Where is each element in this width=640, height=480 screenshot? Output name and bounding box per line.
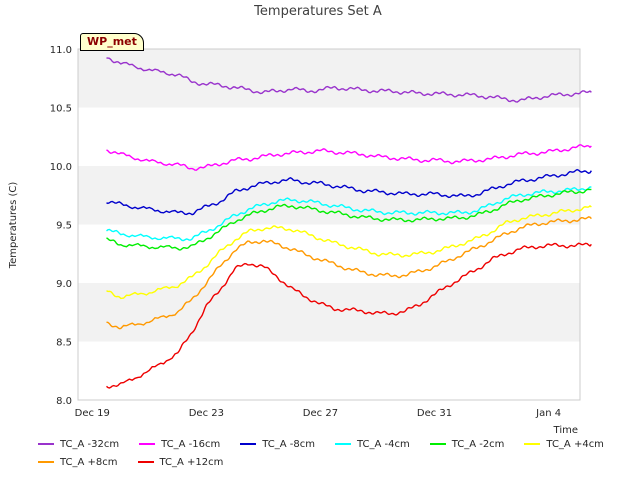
legend-label: TC_A -16cm [161,438,221,450]
series-line [106,186,592,242]
legend-label: TC_A -32cm [60,438,120,450]
legend-swatch [38,443,54,445]
grid-band [78,166,580,225]
legend-row-2: TC_A +8cm TC_A +12cm [38,453,628,471]
grid-band [78,49,580,108]
site-badge: WP_met [80,33,144,51]
grid-band [78,224,580,283]
legend-item: TC_A -2cm [429,438,505,450]
y-tick-label: 9.0 [56,279,72,290]
grid-band [78,341,580,400]
series-line [106,205,592,300]
series-line [106,143,592,171]
legend-label: TC_A -2cm [451,438,505,450]
legend-label: TC_A -4cm [356,438,410,450]
legend: TC_A -32cm TC_A -16cm TC_A -8cm TC_A -4cm TC… [38,435,628,471]
legend-swatch [240,443,257,445]
y-tick-label: 10.5 [50,104,72,115]
legend-item: TC_A -8cm [240,439,315,450]
plot-area-frame [77,48,581,401]
legend-row-1: TC_A -32cm TC_A -16cm TC_A -8cm TC_A -4cm TC… [38,435,628,453]
y-axis-label: Temperatures (C) [8,182,19,270]
x-tick-labels: Dec 19 Dec 23 Dec 27 Dec 31 Jan 4 [75,408,561,419]
legend-swatch [137,461,154,463]
legend-swatch [524,443,541,445]
legend-swatch [139,443,156,445]
y-tick-label: 8.0 [56,396,72,407]
legend-item: TC_A +12cm [137,456,224,468]
y-tick-label: 11.0 [50,45,72,56]
legend-item: TC_A -32cm [38,439,119,450]
y-tick-label: 10.0 [50,162,72,173]
legend-swatch [38,461,54,463]
legend-swatch [429,443,446,445]
x-axis-label: Time [553,425,578,436]
legend-item: TC_A +8cm [38,457,118,468]
series-line [106,168,592,216]
x-tick-label: Jan 4 [535,408,561,419]
y-tick-labels: 8.0 8.5 9.0 9.5 10.0 10.5 11.0 [50,45,72,407]
x-tick-label: Dec 27 [303,408,338,419]
legend-item: TC_A -16cm [139,439,220,450]
chart-title: Temperatures Set A [253,4,382,19]
series-line [106,216,592,330]
x-tick-label: Dec 19 [75,408,110,419]
y-tick-label: 9.5 [56,221,72,232]
legend-label: TC_A +4cm [546,438,604,450]
series-line [106,242,592,389]
legend-label: TC_A +12cm [159,456,224,468]
legend-item: TC_A -4cm [334,438,410,450]
legend-label: TC_A -8cm [262,438,315,450]
legend-label: TC_A +8cm [60,456,118,468]
grid-band [78,283,580,342]
x-tick-label: Dec 23 [189,408,224,419]
series-line [106,188,592,251]
grid-bands [78,49,580,400]
series-line [106,57,592,103]
series-lines [106,57,592,389]
x-tick-label: Dec 31 [417,408,452,419]
y-tick-label: 8.5 [56,338,72,349]
legend-swatch [334,443,351,445]
legend-item: TC_A +4cm [524,439,604,450]
